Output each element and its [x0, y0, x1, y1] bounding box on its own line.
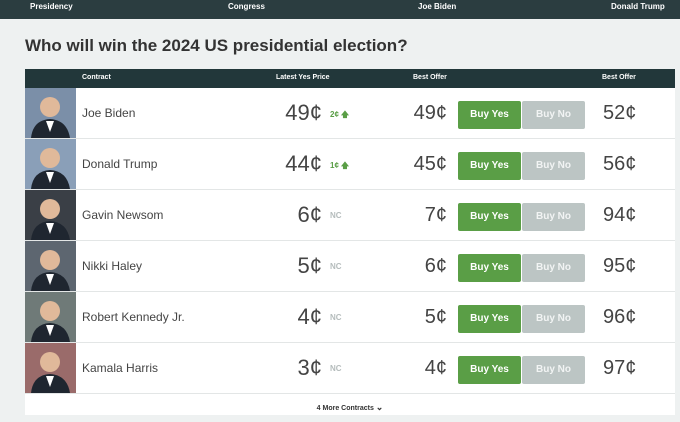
- buy-yes-button[interactable]: Buy Yes: [458, 356, 521, 384]
- avatar: [31, 97, 70, 138]
- candidate-name: Robert Kennedy Jr.: [82, 310, 185, 324]
- column-header: Contract: [82, 74, 111, 81]
- best-yes-offer: 6¢: [424, 255, 447, 277]
- best-yes-offer: 7¢: [424, 204, 447, 226]
- price-change: NC: [330, 313, 342, 322]
- contract-row: Kamala Harris 3¢ NC 4¢ Buy Yes Buy No 97¢: [25, 343, 675, 394]
- avatar: [31, 148, 70, 189]
- column-header: Latest Yes Price: [276, 74, 330, 81]
- last-price: 44¢: [285, 151, 322, 176]
- avatar: [31, 250, 70, 291]
- contract-row: Robert Kennedy Jr. 4¢ NC 5¢ Buy Yes Buy No 96¢: [25, 292, 675, 343]
- candidate-name: Gavin Newsom: [82, 208, 164, 222]
- more-label[interactable]: 4 More Contracts: [316, 405, 374, 412]
- last-price: 6¢: [297, 202, 322, 227]
- best-no-offer: 95¢: [603, 255, 637, 277]
- last-price: 5¢: [297, 253, 322, 278]
- contract-table: Contract Latest Yes Price Best Offer Best O…: [25, 69, 675, 415]
- best-yes-offer: 45¢: [413, 153, 447, 175]
- column-header: Best Offer: [413, 74, 447, 81]
- price-change: NC: [330, 364, 342, 373]
- avatar: [31, 352, 70, 393]
- price-change: NC: [330, 262, 342, 271]
- avatar: [31, 301, 70, 342]
- best-no-offer: 56¢: [603, 153, 637, 175]
- best-yes-offer: 4¢: [424, 357, 447, 379]
- last-price: 4¢: [297, 304, 322, 329]
- contract-row: Gavin Newsom 6¢ NC 7¢ Buy Yes Buy No 94¢: [25, 190, 675, 241]
- avatar: [31, 199, 70, 240]
- best-no-offer: 97¢: [603, 357, 637, 379]
- candidate-photo: [25, 241, 76, 291]
- contract-row: Donald Trump 44¢ 1¢ 🡅 45¢ Buy Yes Buy No 56¢: [25, 139, 675, 190]
- buy-no-button[interactable]: Buy No: [522, 203, 585, 231]
- buy-no-button[interactable]: Buy No: [522, 356, 585, 384]
- candidate-name: Joe Biden: [82, 106, 136, 120]
- nav-item[interactable]: Presidency: [30, 2, 73, 11]
- table-header: Contract Latest Yes Price Best Offer Best O…: [25, 69, 675, 88]
- best-yes-offer: 49¢: [413, 102, 447, 124]
- candidate-photo: [25, 190, 76, 240]
- candidate-name: Nikki Haley: [82, 259, 143, 273]
- column-header: Best Offer: [602, 74, 636, 81]
- price-change: NC: [330, 211, 342, 220]
- buy-no-button[interactable]: Buy No: [522, 305, 585, 333]
- nav-item[interactable]: Donald Trump: [611, 2, 665, 11]
- page-title: Who will win the 2024 US presidential el…: [25, 36, 408, 55]
- best-no-offer: 94¢: [603, 204, 637, 226]
- up-arrow: 🡅: [340, 161, 350, 170]
- buy-yes-button[interactable]: Buy Yes: [458, 152, 521, 180]
- up-arrow: 🡅: [340, 110, 350, 119]
- buy-no-button[interactable]: Buy No: [522, 101, 585, 129]
- nav-item[interactable]: Joe Biden: [418, 2, 457, 11]
- contract-row: Joe Biden 49¢ 2¢ 🡅 49¢ Buy Yes Buy No 52¢: [25, 88, 675, 139]
- contract-row: Nikki Haley 5¢ NC 6¢ Buy Yes Buy No 95¢: [25, 241, 675, 292]
- best-no-offer: 52¢: [603, 102, 637, 124]
- candidate-photo: [25, 88, 76, 138]
- candidate-photo: [25, 343, 76, 393]
- buy-yes-button[interactable]: Buy Yes: [458, 254, 521, 282]
- nav-bar: Presidency Congress Joe Biden Donald Trump: [0, 0, 680, 19]
- price-change: 2¢ 🡅: [330, 110, 350, 119]
- candidate-photo: [25, 139, 76, 189]
- last-price: 49¢: [285, 100, 322, 125]
- candidate-name: Donald Trump: [82, 157, 158, 171]
- candidate-name: Kamala Harris: [82, 361, 159, 375]
- buy-no-button[interactable]: Buy No: [522, 254, 585, 282]
- more-contracts[interactable]: 4 More Contracts ⌄: [316, 402, 384, 412]
- buy-yes-button[interactable]: Buy Yes: [458, 101, 521, 129]
- candidate-photo: [25, 292, 76, 342]
- buy-yes-button[interactable]: Buy Yes: [458, 305, 521, 333]
- nav-item[interactable]: Congress: [228, 2, 265, 11]
- best-no-offer: 96¢: [603, 306, 637, 328]
- buy-no-button[interactable]: Buy No: [522, 152, 585, 180]
- last-price: 3¢: [297, 355, 322, 380]
- price-change: 1¢ 🡅: [330, 161, 350, 170]
- best-yes-offer: 5¢: [424, 306, 447, 328]
- buy-yes-button[interactable]: Buy Yes: [458, 203, 521, 231]
